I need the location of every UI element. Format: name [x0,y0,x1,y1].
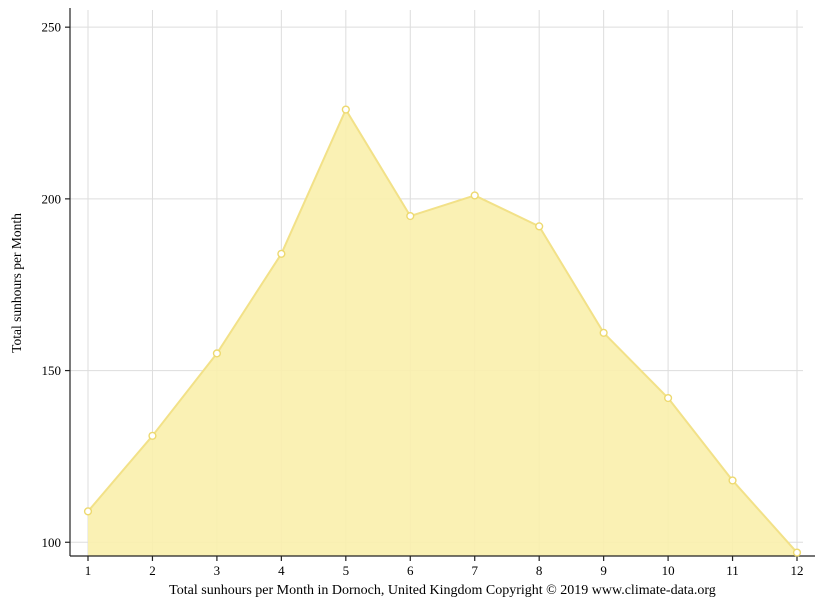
data-point-marker [663,393,673,403]
data-line [87,108,798,554]
x-tick-label: 12 [791,563,804,578]
x-tick-label: 11 [726,563,739,578]
data-point-marker [535,222,544,231]
data-point-marker [792,548,802,557]
x-tick-label: 8 [536,563,543,578]
y-tick-label: 200 [42,191,62,206]
x-tick-label: 1 [85,563,92,578]
data-point-marker [599,328,608,337]
x-tick-label: 9 [600,563,607,578]
x-tick-label: 3 [214,563,221,578]
x-tick-label: 4 [278,563,285,578]
x-tick-label: 6 [407,563,414,578]
y-axis-title: Total sunhours per Month [9,213,24,353]
data-point-marker [277,249,286,258]
data-point-marker [406,211,415,221]
data-point-marker [148,431,157,440]
x-tick-label: 7 [471,563,478,578]
x-tick-label: 2 [149,563,156,578]
axes [65,8,815,561]
data-point-marker [83,507,93,516]
x-tick-label: 10 [662,563,675,578]
area-fill [88,109,797,557]
data-point-marker [470,191,479,200]
data-points [83,105,802,557]
data-point-marker [212,349,222,358]
y-tick-label: 100 [42,535,62,550]
y-tick-label: 150 [42,363,62,378]
chart-caption: Total sunhours per Month in Dornoch, Uni… [169,583,716,598]
data-point-marker [728,476,737,485]
x-tick-label: 5 [343,563,350,578]
data-point-marker [341,105,350,114]
y-tick-label: 250 [42,20,62,35]
